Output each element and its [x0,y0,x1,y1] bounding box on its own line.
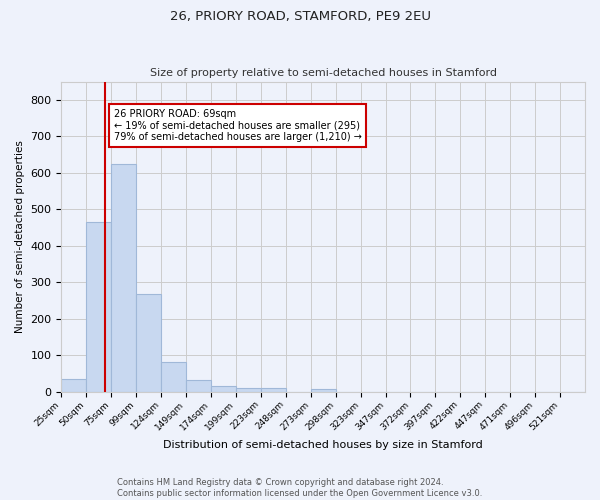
Text: 26, PRIORY ROAD, STAMFORD, PE9 2EU: 26, PRIORY ROAD, STAMFORD, PE9 2EU [170,10,431,23]
Y-axis label: Number of semi-detached properties: Number of semi-detached properties [15,140,25,333]
Title: Size of property relative to semi-detached houses in Stamford: Size of property relative to semi-detach… [150,68,497,78]
Bar [161,362,186,392]
Bar [111,164,136,392]
Text: 26 PRIORY ROAD: 69sqm
← 19% of semi-detached houses are smaller (295)
79% of sem: 26 PRIORY ROAD: 69sqm ← 19% of semi-deta… [114,109,362,142]
Bar [186,380,211,392]
Bar [311,389,335,392]
Bar [236,388,261,392]
Bar [86,222,111,392]
X-axis label: Distribution of semi-detached houses by size in Stamford: Distribution of semi-detached houses by … [163,440,483,450]
Bar [61,379,86,392]
Bar [136,294,161,392]
Text: Contains HM Land Registry data © Crown copyright and database right 2024.
Contai: Contains HM Land Registry data © Crown c… [118,478,482,498]
Bar [261,388,286,392]
Bar [211,386,236,392]
